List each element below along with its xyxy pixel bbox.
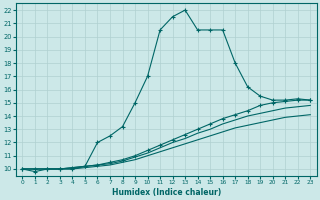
X-axis label: Humidex (Indice chaleur): Humidex (Indice chaleur) [112, 188, 221, 197]
